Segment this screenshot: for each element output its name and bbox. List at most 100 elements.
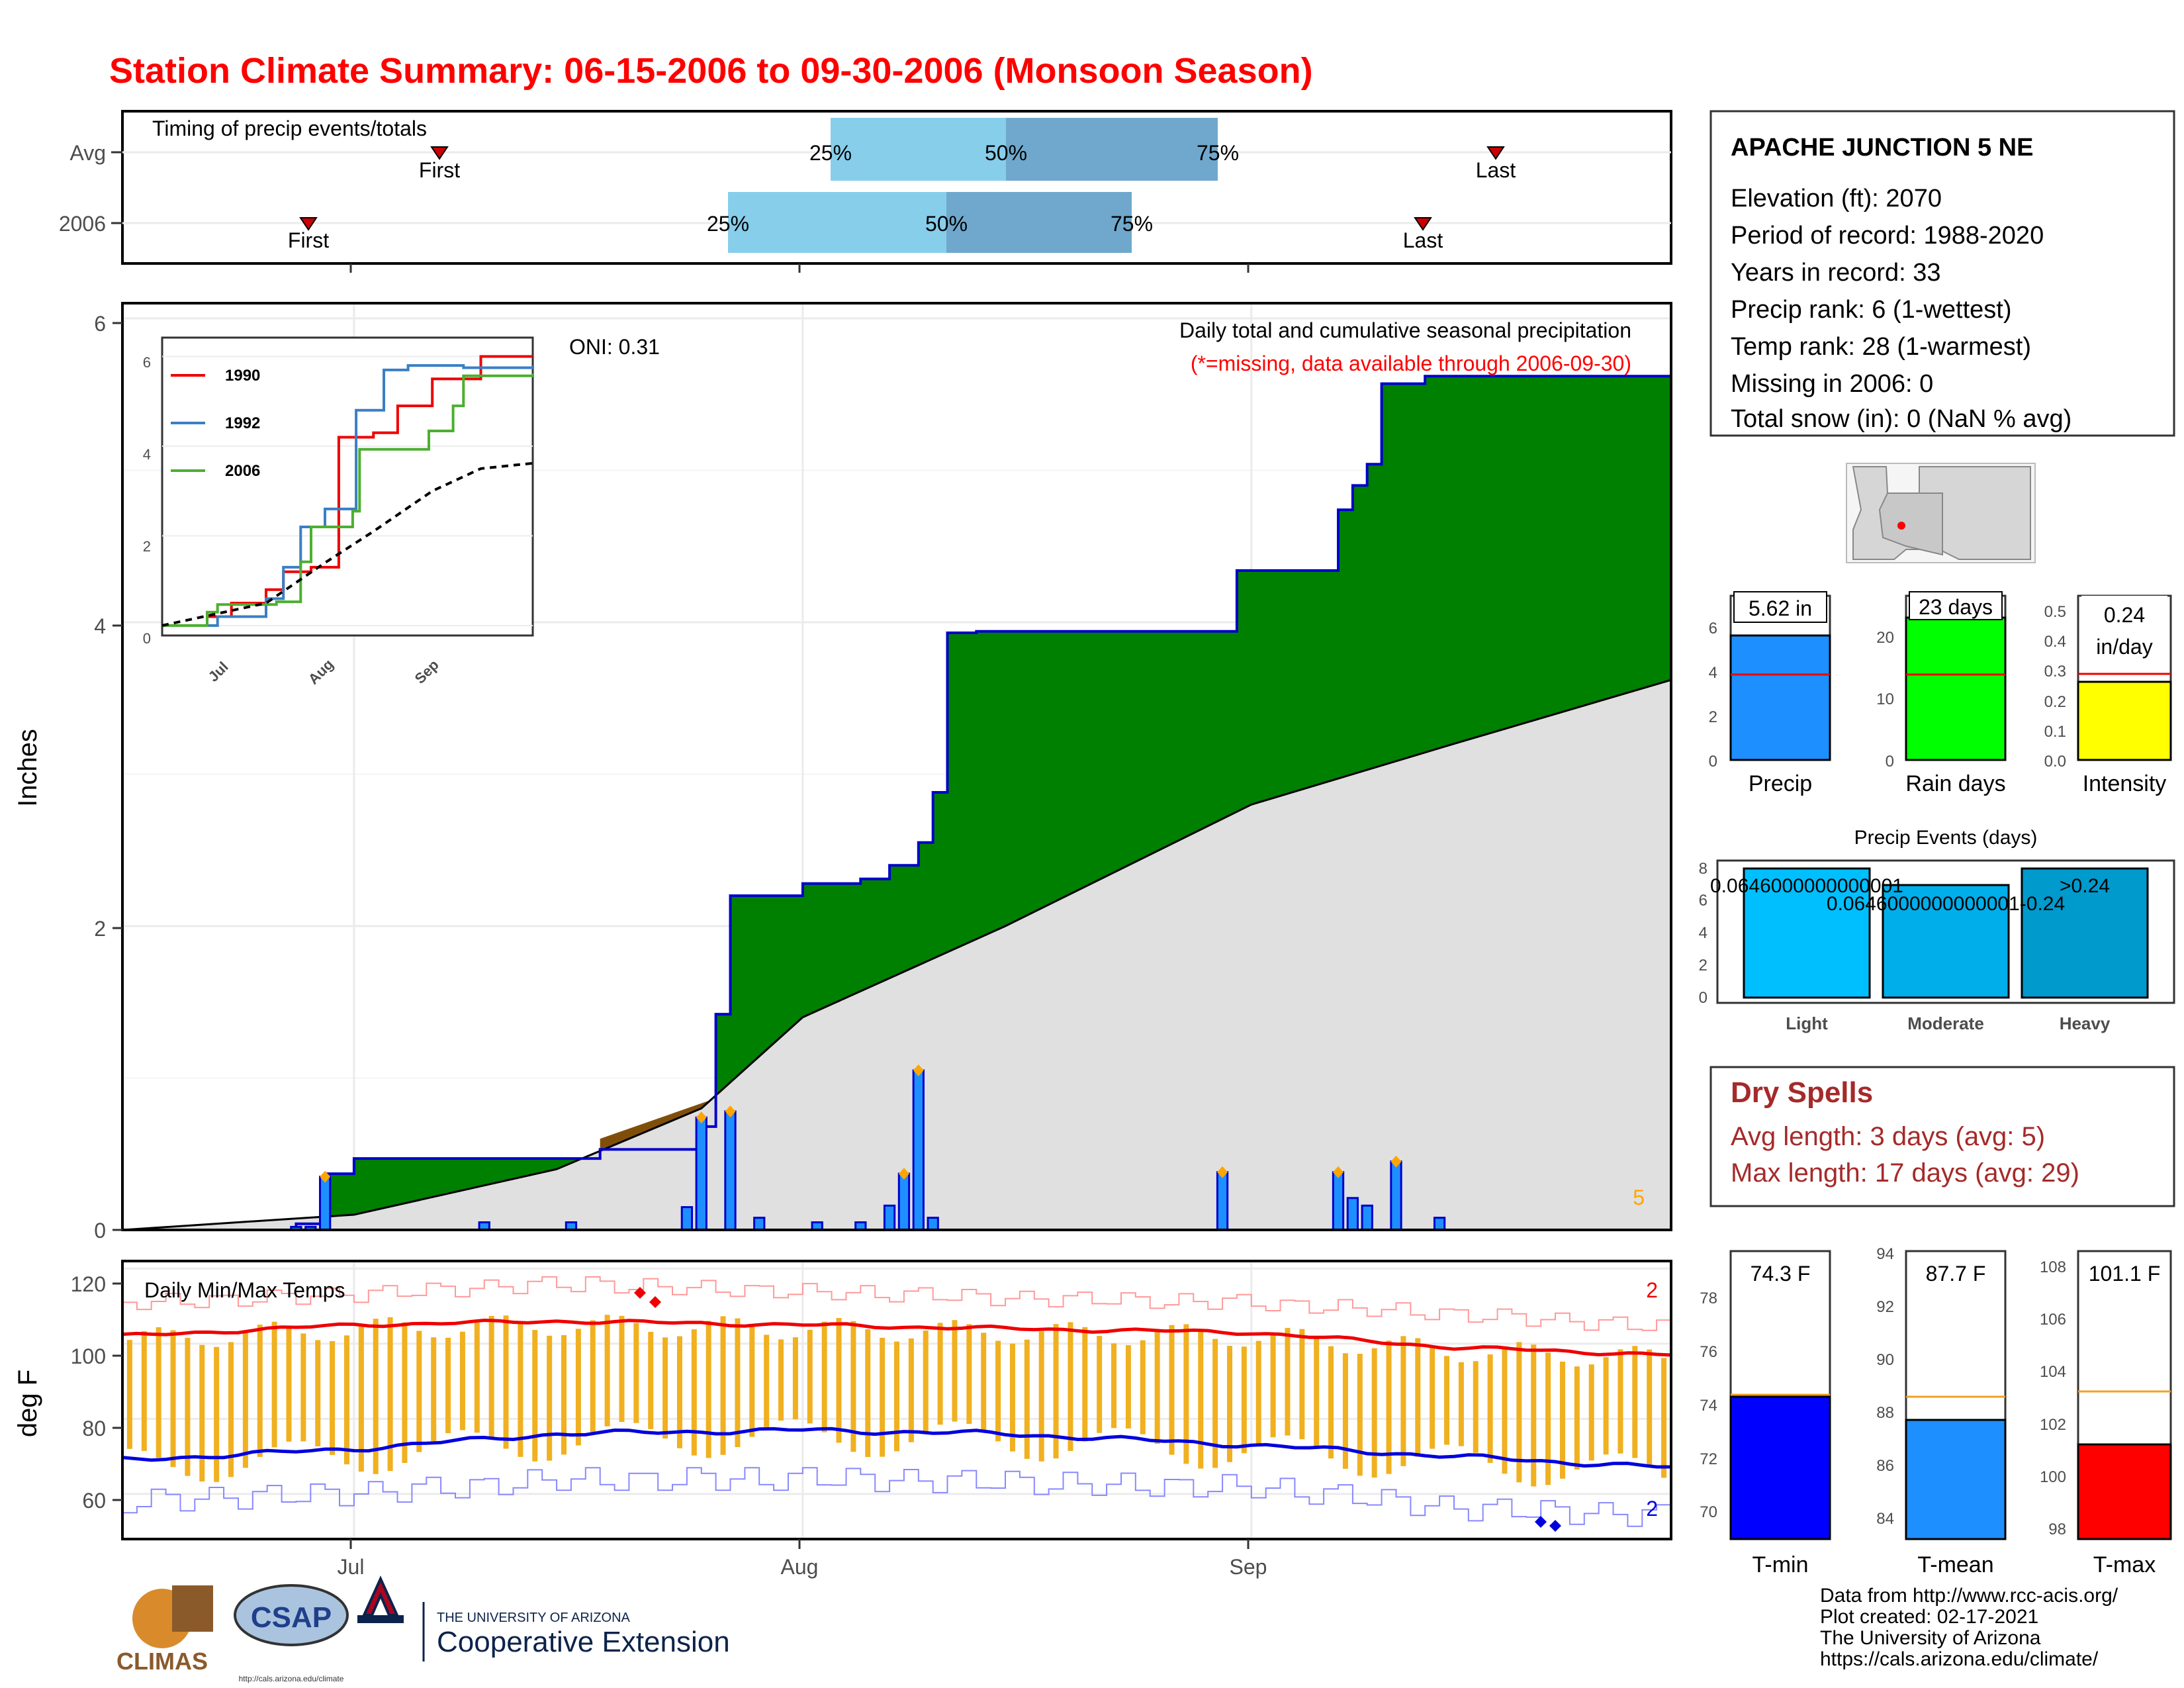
avg-tmax-line	[122, 1318, 1672, 1357]
inset-ytick-2: 2	[143, 538, 151, 555]
temp-panel: Daily Min/Max Temps 2 2 60 80 100 120 de…	[13, 1260, 1672, 1579]
rain-days-summary-value: 23 days	[1919, 595, 1993, 619]
ua-logo: THE UNIVERSITY OF ARIZONA Cooperative Ex…	[357, 1575, 730, 1662]
precip-ytick-4: 4	[94, 614, 106, 638]
daily-precip-bar	[1332, 1171, 1345, 1231]
events-ytick: 0	[1699, 989, 1707, 1007]
oni-label: ONI: 0.31	[569, 335, 660, 359]
record-low-line	[122, 1467, 1672, 1527]
inset-ytick-4: 4	[143, 446, 151, 463]
rain-days-summary-label: Rain days	[1905, 771, 2005, 796]
tmin-ytick: 78	[1700, 1289, 1717, 1307]
average-cumulative-area	[122, 680, 1671, 1230]
precip-summary-ytick: 0	[1709, 753, 1717, 771]
daily-precip-bar	[927, 1217, 939, 1231]
daily-temp-bar	[1140, 1340, 1146, 1434]
station-snow: Total snow (in): 0 (NaN % avg)	[1731, 405, 2071, 433]
average-cumulative-line	[122, 679, 1672, 1231]
rain-days-ytick: 0	[1886, 753, 1894, 771]
year-q25-label: 25%	[707, 212, 749, 236]
daily-temp-bar	[662, 1337, 668, 1439]
daily-temp-bar	[1487, 1354, 1493, 1463]
station-missing: Missing in 2006: 0	[1731, 370, 1933, 398]
csap-cloud-icon	[234, 1584, 349, 1646]
tmean-summary-bar	[1905, 1419, 2007, 1540]
station-elevation: Elevation (ft): 2070	[1731, 185, 1942, 212]
tmax-summary-bar	[2077, 1443, 2172, 1540]
year-q50-q75-box	[946, 192, 1132, 253]
inset-frame	[161, 336, 534, 637]
daily-temp-bar	[1458, 1362, 1464, 1446]
daily-temp-bar	[1559, 1361, 1565, 1479]
daily-temp-bar	[1632, 1346, 1638, 1458]
daily-temp-bar	[1444, 1356, 1450, 1445]
intensity-ytick: 0.0	[2044, 753, 2066, 771]
precip-ylabel: Inches	[13, 729, 42, 807]
daily-temp-bar	[1183, 1324, 1189, 1464]
daily-precip-bar	[897, 1172, 911, 1231]
daily-precip-marker	[898, 1168, 909, 1180]
temp-ytick-80: 80	[82, 1417, 106, 1440]
tmax-ytick: 98	[2048, 1521, 2066, 1538]
daily-temp-bar	[1038, 1331, 1044, 1462]
daily-precip-bar	[1216, 1171, 1229, 1231]
avg-q25-q50-box	[831, 118, 1006, 181]
credit-date: Plot created: 02-17-2021	[1820, 1606, 2038, 1628]
record-high-marker	[649, 1296, 661, 1308]
station-years: Years in record: 33	[1731, 259, 1941, 287]
daily-temp-bar	[966, 1324, 972, 1425]
daily-temp-bar	[691, 1329, 697, 1456]
record-high-count: 2	[1646, 1278, 1658, 1302]
station-location-dot	[1897, 522, 1905, 530]
daily-temp-bar	[402, 1322, 408, 1463]
daily-precip-bar	[1346, 1197, 1359, 1231]
events-ytick: 2	[1699, 957, 1707, 974]
year-last-marker	[1414, 217, 1432, 231]
daily-temp-bar	[1400, 1336, 1406, 1466]
events-ytick: 4	[1699, 924, 1707, 942]
daily-temp-bar	[1024, 1339, 1030, 1459]
daily-temp-bar	[286, 1325, 292, 1442]
daily-temp-bar	[1328, 1346, 1334, 1459]
daily-temp-bar	[1255, 1340, 1261, 1444]
daily-temp-bar	[431, 1337, 437, 1442]
daily-temp-bar	[778, 1339, 784, 1421]
timing-row-avg: Avg	[69, 141, 106, 165]
daily-precip-bar	[724, 1110, 737, 1231]
daily-temp-bar	[764, 1335, 770, 1427]
daily-temp-bar	[923, 1331, 929, 1432]
daily-temp-bar	[1574, 1366, 1580, 1470]
daily-temp-bar	[1603, 1357, 1609, 1455]
ua-a-icon	[361, 1575, 400, 1617]
tmean-summary-value: 87.7 F	[1926, 1262, 1986, 1286]
avg-last-marker	[1486, 146, 1505, 160]
daily-temp-bar	[1226, 1346, 1232, 1462]
events-ytick: 8	[1699, 860, 1707, 878]
year-q25-q50-box	[728, 192, 946, 253]
daily-temp-bar	[228, 1342, 234, 1477]
csap-logo-text: CSAP	[251, 1601, 332, 1634]
csap-logo-url: http://cals.arizona.edu/climate	[239, 1674, 344, 1683]
daily-precip-bars	[290, 1069, 1446, 1231]
daily-temp-bar	[981, 1333, 987, 1432]
tmax-ytick: 102	[2040, 1416, 2066, 1434]
precip-summary-value: 5.62 in	[1749, 596, 1812, 620]
temp-frame	[121, 1260, 1672, 1540]
daily-precip-marker	[696, 1111, 707, 1124]
avg-q75-label: 75%	[1197, 141, 1239, 165]
daily-temp-bar	[908, 1338, 914, 1442]
tmin-summary-value: 74.3 F	[1751, 1262, 1811, 1286]
intensity-summary-label: Intensity	[2083, 771, 2167, 796]
precip-summary-bar	[1729, 634, 1831, 761]
tmin-ytick: 72	[1700, 1450, 1717, 1468]
daily-temp-bar	[1241, 1346, 1247, 1454]
precip-summary-ytick: 6	[1709, 620, 1717, 637]
tmean-ytick: 90	[1876, 1351, 1894, 1369]
intensity-ytick: 0.1	[2044, 723, 2066, 741]
intensity-summary-bar	[2077, 680, 2172, 761]
xtick-jul: Jul	[338, 1555, 365, 1579]
daily-temp-bars	[126, 1315, 1667, 1487]
daily-temp-bar	[850, 1321, 856, 1452]
year-q75-label: 75%	[1111, 212, 1153, 236]
daily-temp-bar	[1270, 1333, 1276, 1438]
